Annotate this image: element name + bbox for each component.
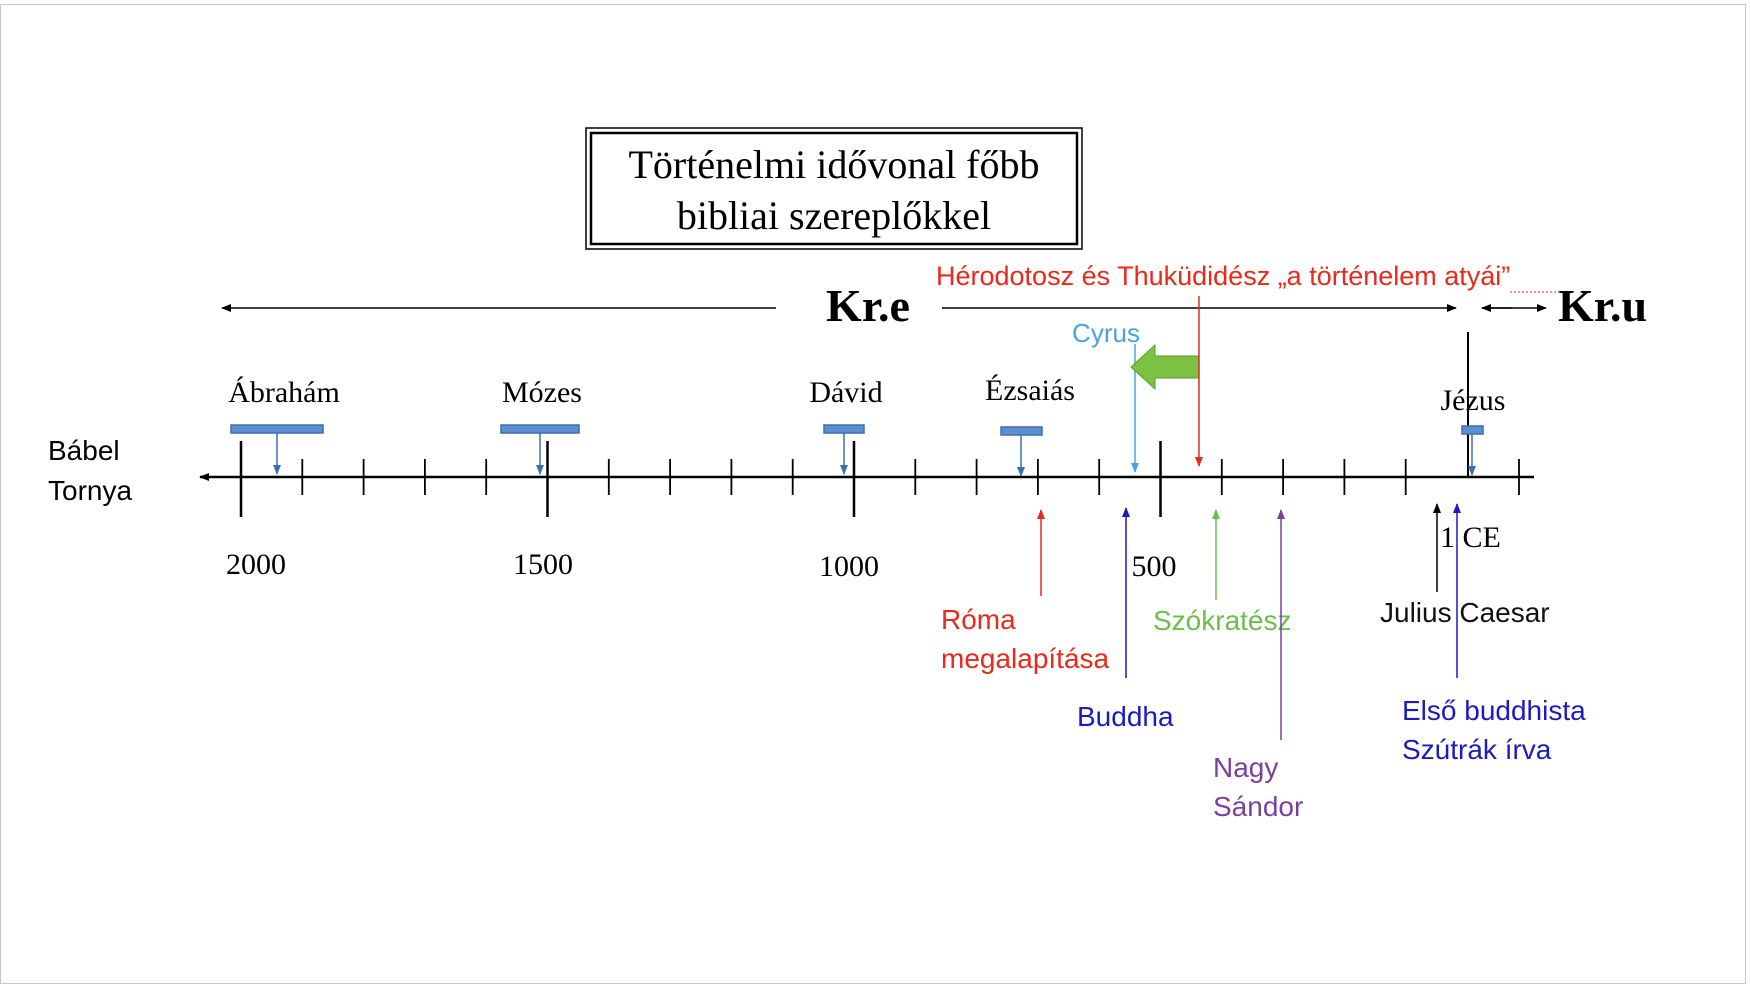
figure-label-isaiah: Ézsaiás bbox=[985, 374, 1075, 407]
title-line-2: bibliai szereplőkkel bbox=[677, 193, 991, 238]
figure-label-jesus: Jézus bbox=[1441, 384, 1506, 417]
year-label-1000: 1000 bbox=[819, 550, 879, 583]
event-label-alexander-line-2: Sándor bbox=[1213, 791, 1303, 822]
figure-bar-abraham bbox=[230, 424, 324, 434]
figure-bar-isaiah bbox=[1000, 426, 1043, 436]
event-label-alexander-line-1: Nagy bbox=[1213, 752, 1278, 783]
year-label-500: 500 bbox=[1132, 550, 1177, 583]
figure-label-moses: Mózes bbox=[502, 376, 582, 409]
slide-border bbox=[0, 4, 1746, 984]
era-label-bce: Kr.e bbox=[826, 280, 910, 331]
title-line-1: Történelmi idővonal főbb bbox=[628, 142, 1039, 187]
event-label-socrates: Szókratész bbox=[1153, 605, 1292, 636]
event-label-sutras-line-2: Szútrák írva bbox=[1402, 734, 1552, 765]
title-box-outer bbox=[585, 127, 1083, 250]
event-label-buddha: Buddha bbox=[1077, 701, 1174, 732]
title-box-inner bbox=[589, 131, 1079, 246]
event-label-caesar: Julius Caesar bbox=[1380, 597, 1550, 628]
green-big-arrow bbox=[1130, 343, 1200, 391]
figure-bar-david bbox=[823, 424, 865, 434]
figure-bar-moses bbox=[500, 424, 580, 434]
axis-ticks bbox=[239, 441, 1520, 517]
event-label-rome-line-2: megalapítása bbox=[941, 643, 1110, 674]
event-label-rome-line-1: Róma bbox=[941, 604, 1016, 635]
era-label-ce: Kr.u bbox=[1558, 280, 1647, 331]
start-label-line-1: Bábel bbox=[48, 435, 120, 466]
event-label-sutras-line-1: Első buddhista bbox=[1402, 695, 1586, 726]
figure-bar-jesus bbox=[1461, 425, 1484, 435]
year-label-2000: 2000 bbox=[226, 548, 286, 581]
event-label-herodotus: Hérodotosz és Thuküdidész „a történelem … bbox=[936, 261, 1510, 291]
figure-label-david: Dávid bbox=[809, 376, 882, 409]
title-box: Történelmi idővonal főbb bibliai szerepl… bbox=[585, 127, 1083, 250]
figure-label-abraham: Ábrahám bbox=[228, 376, 340, 409]
event-label-cyrus: Cyrus bbox=[1072, 318, 1140, 348]
year-label-1ce: 1 CE bbox=[1440, 521, 1501, 554]
start-label-line-2: Tornya bbox=[48, 475, 132, 506]
year-label-1500: 1500 bbox=[513, 548, 573, 581]
